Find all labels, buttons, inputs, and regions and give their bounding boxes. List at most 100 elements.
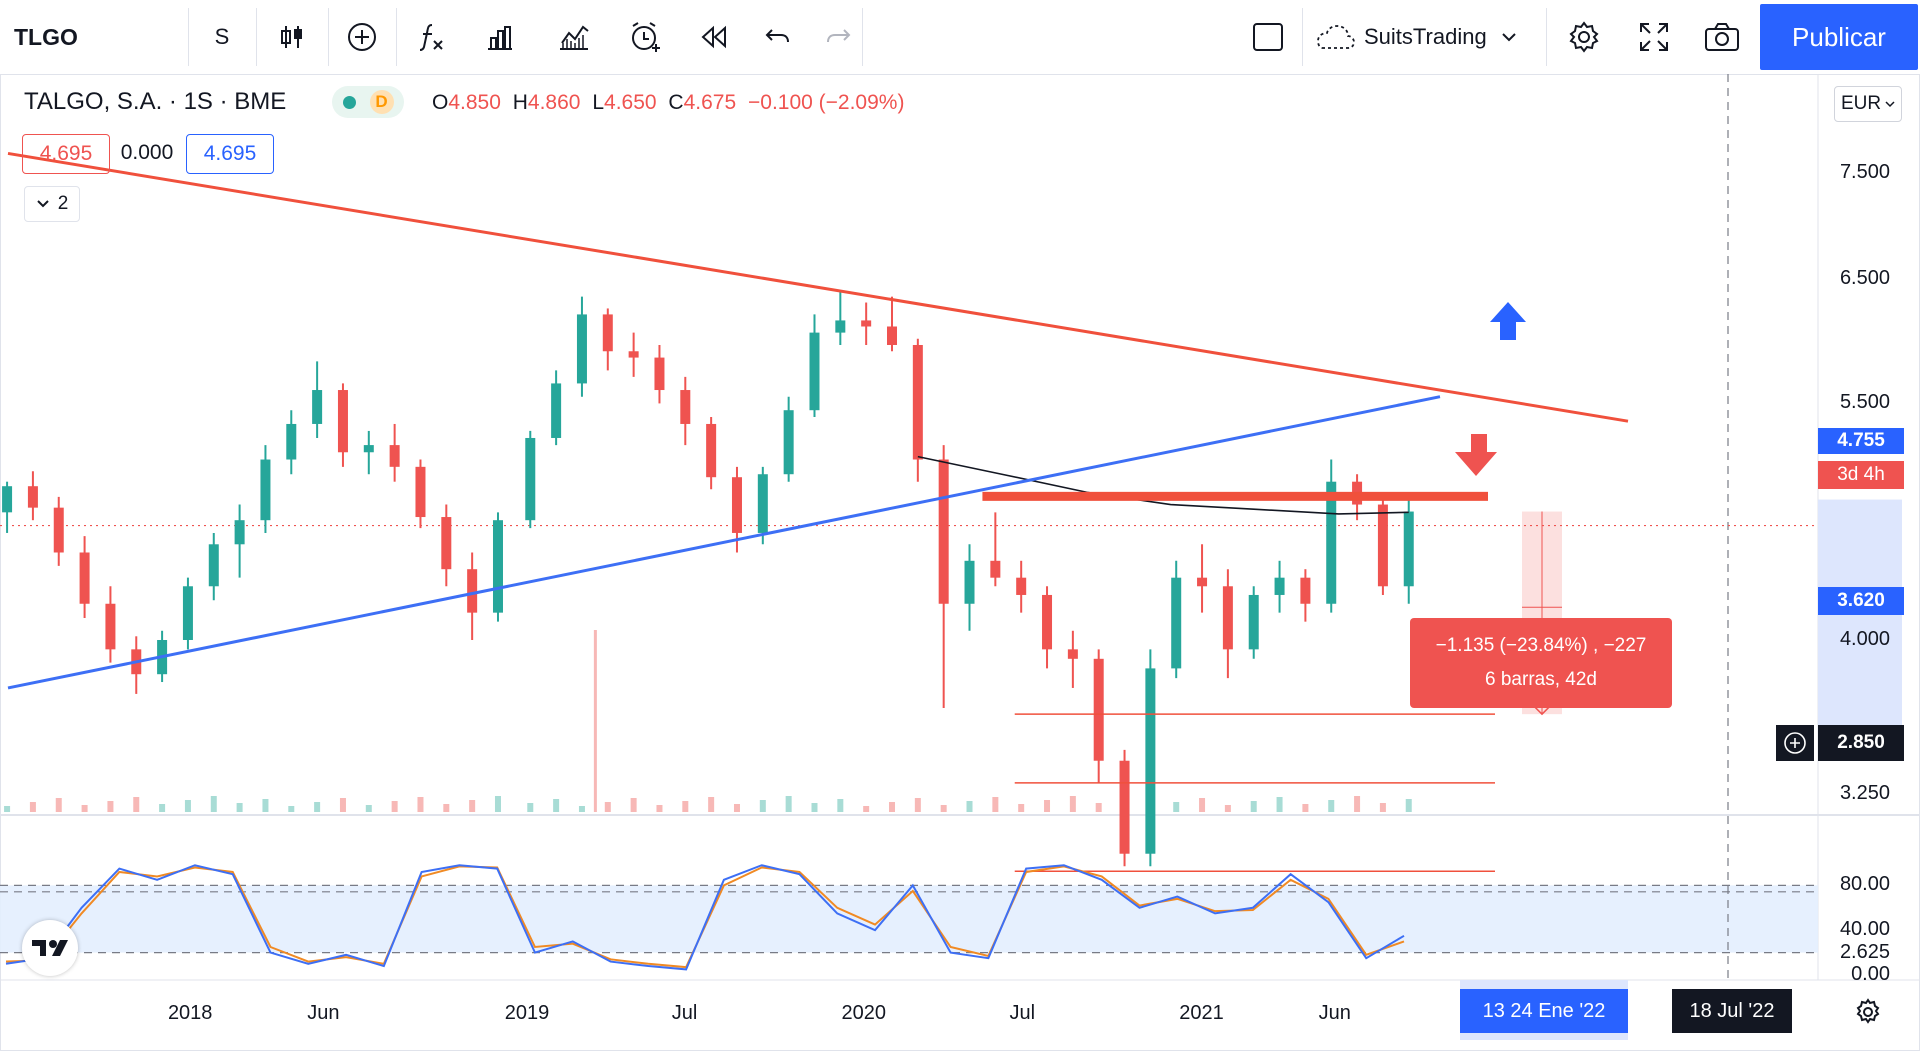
volume-bar xyxy=(1405,799,1412,812)
chart-type-button[interactable] xyxy=(262,0,322,74)
plus-circle-icon xyxy=(348,23,376,51)
candle-body xyxy=(706,423,717,478)
stoch-tick-label: 40.00 xyxy=(1839,918,1890,941)
candle-body xyxy=(1197,577,1208,587)
camera-icon xyxy=(1705,23,1739,51)
open-value: 4.850 xyxy=(448,91,501,114)
volume-bar xyxy=(1354,796,1361,812)
candle-body xyxy=(312,390,323,424)
candle-body xyxy=(182,586,193,640)
tradingview-logo[interactable] xyxy=(22,920,78,976)
candle-body xyxy=(1300,577,1311,604)
volume-bar xyxy=(708,797,715,812)
candle-body xyxy=(441,517,452,570)
symbol-name: TALGO, S.A. · 1S · BME xyxy=(24,88,287,115)
resistance-trendline xyxy=(7,151,1629,423)
volume-bar xyxy=(656,805,663,812)
volume-spike xyxy=(593,630,597,812)
candle-body xyxy=(260,459,271,521)
sell-price-box[interactable]: 4.695 xyxy=(22,134,110,174)
bars-icon xyxy=(488,26,512,50)
candle-body xyxy=(576,314,587,384)
compare-button[interactable] xyxy=(546,0,602,74)
countdown: 3d 4h xyxy=(1837,464,1885,485)
top-toolbar: TLGO S SuitsTrading xyxy=(0,0,1920,75)
low-value: 4.650 xyxy=(604,91,657,114)
volume-bar xyxy=(469,800,476,812)
measure-duration: 6 barras, 42d xyxy=(1485,669,1597,690)
candle-body xyxy=(654,357,665,391)
currency-selector[interactable]: EUR xyxy=(1834,86,1902,122)
time-tick-label: 2021 xyxy=(1179,1002,1224,1024)
candle-body xyxy=(680,390,691,424)
price-tick-label: 7.500 xyxy=(1839,161,1890,183)
undo-button[interactable] xyxy=(750,0,806,74)
snapshot-button[interactable] xyxy=(1694,0,1750,74)
volume-bar xyxy=(1302,804,1309,812)
interval-button[interactable]: S xyxy=(194,0,250,74)
candle-body xyxy=(1042,594,1053,650)
add-symbol-button[interactable] xyxy=(334,0,390,74)
layout-button[interactable] xyxy=(1240,0,1296,74)
volume-bar xyxy=(889,802,896,812)
measure-arrow xyxy=(1533,705,1551,716)
candle-body xyxy=(551,383,562,438)
support-trendline xyxy=(7,395,1441,690)
candle-body xyxy=(286,423,297,460)
volume-bar xyxy=(1095,803,1102,812)
redo-button[interactable] xyxy=(810,0,866,74)
chart-settings-button[interactable] xyxy=(1850,994,1886,1030)
candle-body xyxy=(1403,511,1414,587)
price-tick-label: 3.250 xyxy=(1839,782,1890,805)
toolbar-divider xyxy=(1302,8,1303,66)
cloud-icon xyxy=(1317,25,1355,49)
arrow-up-icon xyxy=(1490,302,1526,340)
target-price-badge: 3.620 xyxy=(1818,587,1904,615)
replay-button[interactable] xyxy=(686,0,742,74)
tv-logo-icon xyxy=(32,940,68,956)
toolbar-divider xyxy=(256,8,257,66)
candle-body xyxy=(2,486,13,513)
close-label: C xyxy=(668,91,684,114)
candle-body xyxy=(105,603,116,650)
time-range-badge: 13 24 Ene '22 xyxy=(1460,989,1628,1033)
market-status[interactable]: D xyxy=(332,86,404,118)
indicators-button[interactable] xyxy=(402,0,462,74)
symbol-search[interactable]: TLGO xyxy=(14,0,154,74)
candle-body xyxy=(1274,577,1285,595)
buy-price-box[interactable]: 4.695 xyxy=(186,134,274,174)
publish-button[interactable]: Publicar xyxy=(1760,4,1918,70)
last-price-badge: 4.755 xyxy=(1818,428,1904,454)
ask-value: 4.695 xyxy=(203,142,257,165)
candle-body xyxy=(1119,760,1130,854)
add-alert-button[interactable] xyxy=(1776,725,1814,761)
candle-body xyxy=(783,410,794,475)
volume-bar xyxy=(1173,802,1180,812)
volume-bar xyxy=(494,796,501,812)
rewind-icon xyxy=(701,25,726,49)
volume-bar xyxy=(339,798,346,812)
price-tick-label: 5.500 xyxy=(1839,391,1890,414)
alert-button[interactable] xyxy=(616,0,676,74)
volume-bar xyxy=(966,801,973,812)
volume-bar xyxy=(759,800,766,812)
candle-body xyxy=(887,326,898,345)
delay-badge: D xyxy=(369,90,394,114)
volume-bar xyxy=(314,802,321,812)
indicators-count: 2 xyxy=(57,193,69,214)
fullscreen-button[interactable] xyxy=(1626,0,1682,74)
candle-body xyxy=(389,445,400,467)
time-tick-label: 2020 xyxy=(841,1002,887,1024)
volume-bar xyxy=(107,801,114,812)
templates-button[interactable] xyxy=(472,0,528,74)
volume-bar xyxy=(527,803,534,812)
publish-label: Publicar xyxy=(1792,21,1886,52)
settings-button[interactable] xyxy=(1556,0,1612,74)
indicators-toggle[interactable]: 2 xyxy=(24,186,80,222)
candle-body xyxy=(234,520,245,545)
chevron-down-icon xyxy=(36,200,49,208)
volume-bar xyxy=(578,806,585,812)
candle-body xyxy=(912,344,923,460)
layout-name-dropdown[interactable]: SuitsTrading xyxy=(1312,0,1540,74)
